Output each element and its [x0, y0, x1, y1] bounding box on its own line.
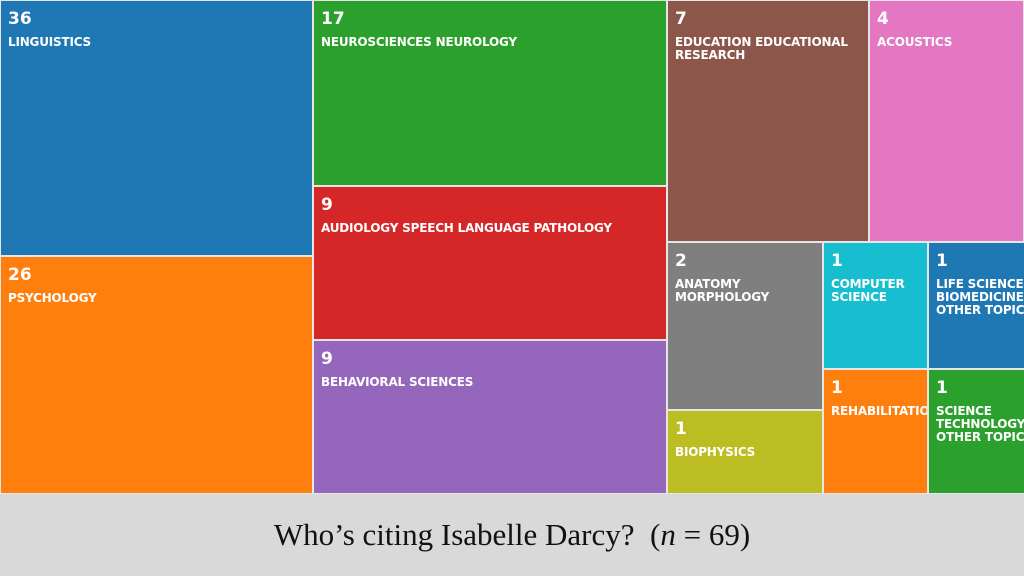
treemap-cell: 2 ANATOMY MORPHOLOGY	[667, 242, 823, 410]
treemap-cell-label: NEUROSCIENCES NEUROLOGY	[321, 35, 517, 49]
treemap-cell-label: ANATOMY MORPHOLOGY	[675, 277, 770, 304]
treemap-cell: 1 LIFE SCIENCES BIOMEDICINE OTHER TOPICS	[928, 242, 1024, 369]
treemap-cell: 4 ACOUSTICS	[869, 0, 1024, 242]
treemap-cell-value: 36	[8, 9, 32, 29]
treemap-cell: 17 NEUROSCIENCES NEUROLOGY	[313, 0, 667, 186]
treemap-cell-label: SCIENCE TECHNOLOGY OTHER TOPICS	[936, 404, 1024, 444]
treemap-cell-label: LIFE SCIENCES BIOMEDICINE OTHER TOPICS	[936, 277, 1024, 317]
treemap-cell-value: 1	[831, 378, 843, 398]
treemap-cell-value: 4	[877, 9, 889, 29]
treemap-cell: 1 SCIENCE TECHNOLOGY OTHER TOPICS	[928, 369, 1024, 494]
chart-caption: Who’s citing Isabelle Darcy? (n = 69)	[0, 494, 1024, 576]
treemap-cell-value: 1	[675, 419, 687, 439]
treemap-cell-label: EDUCATION EDUCATIONAL RESEARCH	[675, 35, 848, 62]
caption-n-symbol: n	[660, 517, 676, 552]
treemap: 36 LINGUISTICS 26 PSYCHOLOGY 17 NEUROSCIENCES…	[0, 0, 1024, 494]
treemap-cell-value: 9	[321, 349, 333, 369]
treemap-cell-value: 26	[8, 265, 32, 285]
treemap-cell-value: 9	[321, 195, 333, 215]
treemap-cell: 9 AUDIOLOGY SPEECH LANGUAGE PATHOLOGY	[313, 186, 667, 340]
treemap-cell: 1 REHABILITATION	[823, 369, 928, 494]
treemap-cell-value: 7	[675, 9, 687, 29]
caption-prefix: Who’s citing Isabelle Darcy? (	[273, 517, 661, 552]
treemap-cell-value: 1	[831, 251, 843, 271]
treemap-cell: 7 EDUCATION EDUCATIONAL RESEARCH	[667, 0, 869, 242]
treemap-cell-label: REHABILITATION	[831, 404, 927, 418]
treemap-cell-label: BEHAVIORAL SCIENCES	[321, 375, 474, 389]
treemap-cell: 1 COMPUTER SCIENCE	[823, 242, 928, 369]
treemap-cell: 9 BEHAVIORAL SCIENCES	[313, 340, 667, 494]
treemap-cell-value: 17	[321, 9, 345, 29]
treemap-cell-label: BIOPHYSICS	[675, 445, 756, 459]
treemap-cell-label: ACOUSTICS	[877, 35, 953, 49]
treemap-cell-label: PSYCHOLOGY	[8, 291, 97, 305]
treemap-cell: 26 PSYCHOLOGY	[0, 256, 313, 494]
treemap-cell-label: COMPUTER SCIENCE	[831, 277, 905, 304]
treemap-cell-value: 1	[936, 251, 948, 271]
treemap-cell: 36 LINGUISTICS	[0, 0, 313, 256]
caption-suffix: = 69)	[675, 517, 751, 552]
treemap-cell-label: LINGUISTICS	[8, 35, 91, 49]
treemap-cell-value: 2	[675, 251, 687, 271]
treemap-cell: 1 BIOPHYSICS	[667, 410, 823, 494]
treemap-cell-label: AUDIOLOGY SPEECH LANGUAGE PATHOLOGY	[321, 221, 612, 235]
treemap-cell-value: 1	[936, 378, 948, 398]
